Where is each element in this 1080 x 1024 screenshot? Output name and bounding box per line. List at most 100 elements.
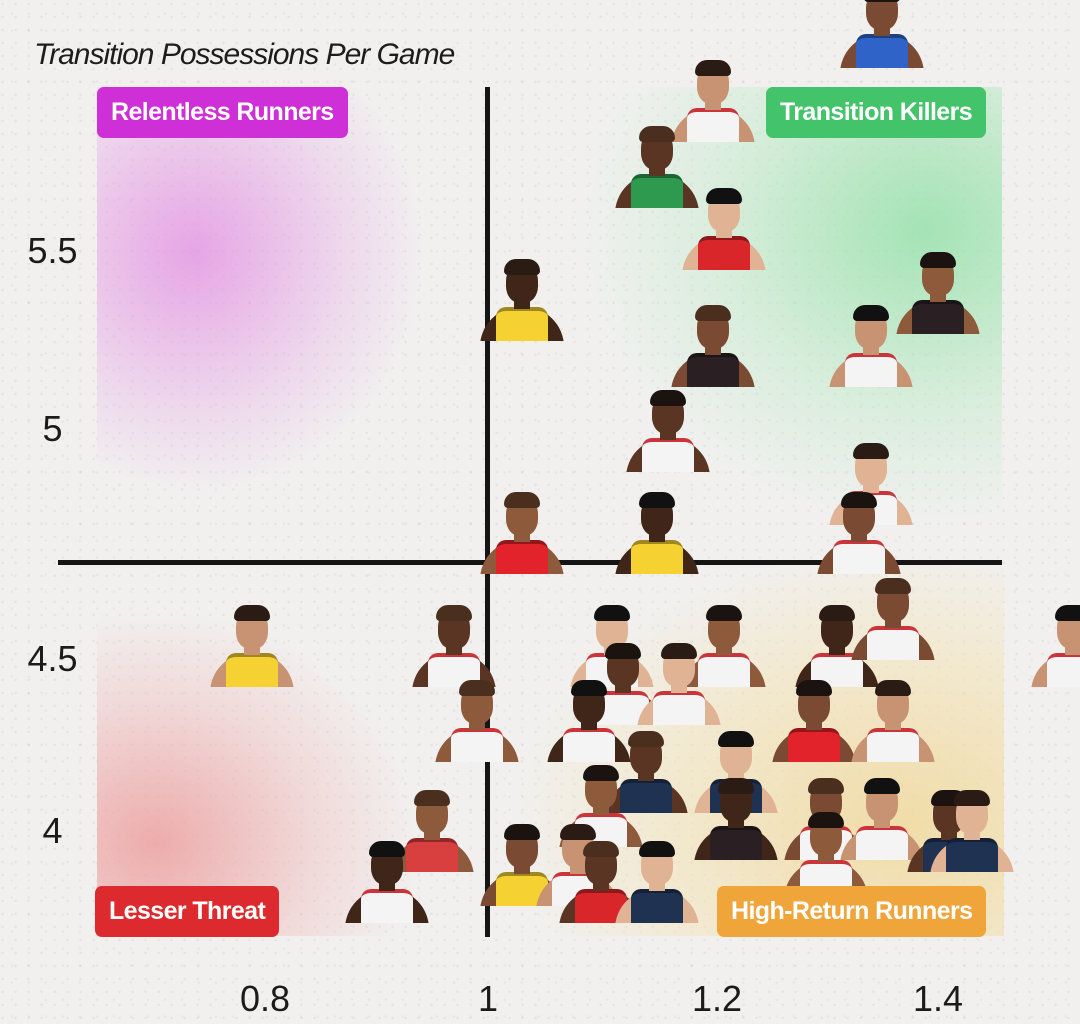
player-neck [648,165,665,176]
player-headshot-marker [472,490,572,574]
player-headshot-marker [809,490,909,574]
player-hair [852,443,889,460]
label-transition-killers: Transition Killers [766,87,987,138]
y-tick: 5 [42,408,63,449]
jersey-icon [630,539,683,574]
player-neck [716,645,733,656]
x-tick: 0.8 [239,978,291,1019]
player-headshot-marker [686,776,786,860]
player-neck [930,291,946,302]
player-hair [368,841,405,858]
jersey-icon [405,838,458,873]
player-hair [841,491,878,508]
player-neck [885,618,901,628]
player-neck [1065,645,1080,656]
player-hair [706,605,743,622]
label-high-return-runners: High-Return Runners [717,886,987,937]
player-headshot-marker [843,576,943,660]
player-headshot-marker [1023,603,1080,688]
player-headshot-marker [922,788,1022,873]
player-neck [446,645,463,656]
player-headshot-marker [472,257,572,341]
player-neck [941,830,958,841]
jersey-icon [687,353,739,388]
player-neck [716,227,733,238]
player-headshot-marker [832,0,932,68]
y-tick: 4.5 [27,638,78,679]
jersey-icon [1047,653,1080,688]
player-headshot-marker [764,678,864,762]
player-neck [862,483,879,494]
x-tick: 1 [477,978,499,1019]
player-headshot-marker [663,303,763,388]
player-neck [873,26,890,36]
player-hair [953,790,990,807]
player-headshot-marker [427,678,527,762]
player-hair [582,841,619,858]
player-headshot-marker [674,603,774,688]
jersey-icon [653,690,706,725]
jersey-icon [844,353,897,388]
player-neck [727,817,744,828]
player-neck [513,299,530,309]
jersey-icon [867,728,919,762]
player-hair [661,642,698,659]
jersey-icon [698,653,751,688]
player-neck [705,99,721,110]
player-face-icon [865,0,898,30]
player-headshot-marker [832,776,932,860]
jersey-icon [495,539,548,574]
player-headshot-marker [472,822,572,907]
label-relentless-runners: Relentless Runners [97,87,348,138]
player-hair [818,605,855,622]
player-headshot-marker [539,678,639,762]
jersey-icon [563,728,616,762]
player-neck [648,881,665,892]
player-neck [637,771,654,781]
player-headshot-marker [596,729,696,813]
player-hair [695,305,731,322]
player-hair [695,59,731,76]
player-hair [503,491,540,508]
jersey-icon [698,235,751,270]
player-hair [920,251,956,268]
player-neck [817,851,834,862]
player-neck [727,771,744,781]
player-neck [378,881,395,892]
player-headshot-marker [607,124,707,208]
player-hair [638,491,675,508]
jersey-icon [450,728,503,762]
player-neck [851,531,868,542]
player-headshot-marker [843,678,943,762]
player-hair [807,777,844,794]
player-hair [807,811,844,828]
player-neck [885,720,901,730]
player-hair [717,777,754,794]
jersey-icon [495,307,548,341]
jersey-icon [709,825,762,860]
jersey-icon [360,889,413,924]
jersey-icon [788,728,841,762]
player-hair [503,824,540,841]
y-tick: 4 [42,810,63,851]
player-hair [605,642,641,659]
jersey-icon [855,825,908,860]
player-hair [458,680,495,696]
player-neck [581,720,598,730]
player-neck [806,720,823,730]
jersey-icon [630,173,683,208]
quadrant-relentless-runners [97,87,485,559]
player-hair [1055,605,1080,622]
player-neck [615,682,631,693]
player-headshot-marker [888,250,988,334]
player-hair [863,777,900,794]
player-headshot-marker [821,303,921,388]
player-hair [560,824,596,841]
player-hair [852,305,889,322]
player-neck [862,345,879,356]
player-headshot-marker [607,839,707,924]
player-neck [513,531,530,542]
quadrant-lesser-threat [97,566,485,936]
jersey-icon [912,299,964,334]
player-neck [671,682,688,693]
